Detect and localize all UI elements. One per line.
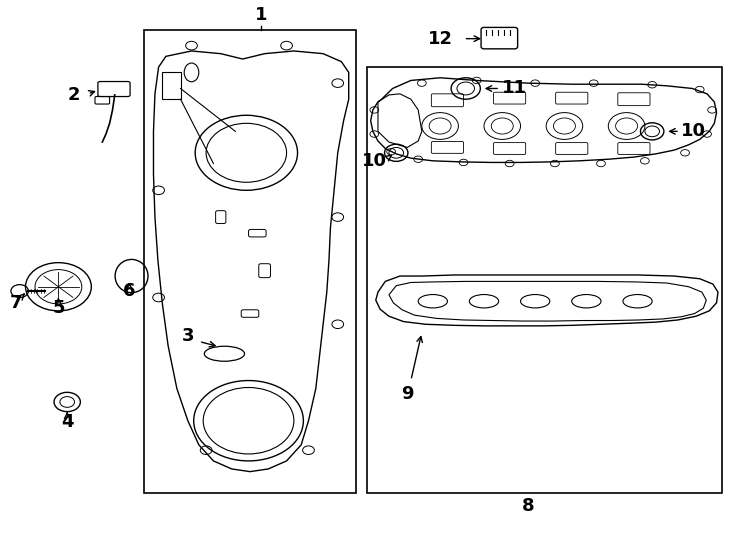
Text: 1: 1	[255, 6, 267, 24]
Text: 10: 10	[681, 123, 706, 140]
Text: 5: 5	[52, 299, 65, 317]
Text: 11: 11	[502, 79, 527, 98]
Text: 9: 9	[401, 385, 413, 403]
Text: 2: 2	[68, 86, 80, 104]
Text: 4: 4	[61, 413, 73, 431]
Text: 6: 6	[123, 282, 136, 300]
Text: 7: 7	[10, 294, 22, 312]
Text: 10: 10	[362, 152, 387, 170]
Text: 3: 3	[181, 327, 194, 345]
Text: 12: 12	[428, 30, 454, 48]
Text: 8: 8	[522, 497, 534, 516]
